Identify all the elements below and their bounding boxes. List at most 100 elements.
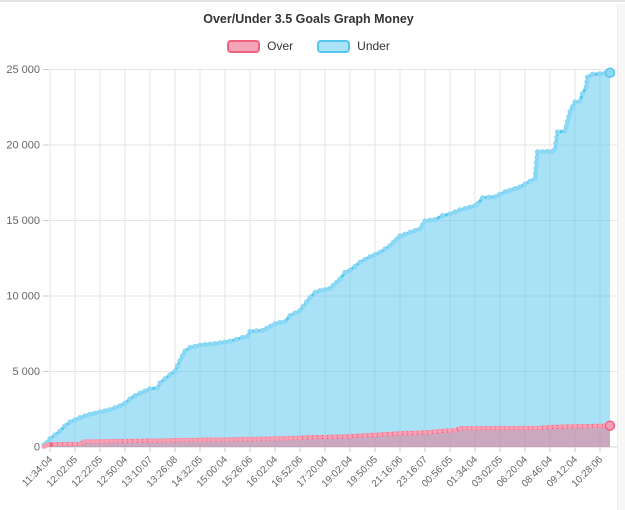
under-marker <box>62 423 68 429</box>
legend-item-over[interactable]: Over <box>227 39 293 53</box>
under-marker <box>292 310 298 316</box>
under-marker <box>142 388 148 394</box>
under-marker <box>439 213 446 219</box>
over-marker <box>104 438 109 444</box>
under-marker <box>268 323 274 329</box>
under-marker <box>92 410 98 416</box>
under-marker <box>47 436 53 442</box>
under-marker <box>187 344 193 351</box>
under-marker <box>572 99 578 105</box>
over-marker <box>567 424 573 429</box>
under-marker <box>347 267 353 273</box>
under-marker <box>282 319 288 325</box>
under-marker <box>427 217 433 223</box>
under-marker <box>462 205 468 212</box>
over-marker <box>45 442 50 448</box>
over-marker <box>127 438 133 444</box>
over-marker <box>537 425 543 431</box>
under-marker <box>552 146 558 152</box>
y-axis-label: 20 000 <box>6 140 40 152</box>
y-axis-label: 5 000 <box>12 366 40 378</box>
over-marker <box>397 431 403 436</box>
over-marker <box>417 430 423 436</box>
under-marker <box>553 140 559 147</box>
under-marker <box>307 294 313 301</box>
over-marker <box>147 438 153 444</box>
over-marker <box>322 434 328 440</box>
over-marker <box>552 424 558 430</box>
under-marker <box>492 194 498 200</box>
over-marker <box>274 436 280 441</box>
over-marker <box>317 434 323 440</box>
under-marker <box>532 170 539 176</box>
under-marker <box>122 400 128 406</box>
under-marker <box>479 195 486 201</box>
over-marker <box>427 429 433 435</box>
under-marker <box>567 109 573 115</box>
over-marker <box>117 438 123 444</box>
over-marker <box>392 431 398 437</box>
under-marker <box>534 149 541 155</box>
over-marker <box>422 430 428 435</box>
over-marker <box>243 436 248 442</box>
over-marker <box>99 438 105 444</box>
legend-item-under[interactable]: Under <box>317 39 390 53</box>
under-marker <box>162 376 168 382</box>
over-marker <box>442 428 448 434</box>
under-marker <box>527 178 533 184</box>
under-marker <box>233 336 239 342</box>
under-marker <box>583 84 589 90</box>
under-marker <box>564 118 571 124</box>
over-marker <box>528 425 533 431</box>
under-marker <box>402 231 408 237</box>
under-marker <box>247 328 253 335</box>
chart-title: Over/Under 3.5 Goals Graph Money <box>203 12 414 26</box>
over-marker <box>352 433 358 439</box>
under-marker <box>147 386 153 392</box>
over-marker <box>337 434 343 440</box>
under-marker <box>577 98 583 104</box>
under-marker <box>566 114 572 120</box>
over-marker <box>179 437 185 443</box>
under-marker <box>322 287 328 293</box>
under-marker <box>497 191 503 197</box>
under-marker <box>287 313 293 319</box>
under-marker <box>264 325 270 331</box>
over-marker <box>165 438 171 443</box>
legend-label-under: Under <box>357 39 390 53</box>
over-marker <box>265 436 271 442</box>
over-marker <box>457 426 463 431</box>
under-marker <box>112 405 118 411</box>
under-marker <box>117 403 123 409</box>
under-marker <box>377 249 383 255</box>
over-marker <box>367 432 373 438</box>
under-marker <box>87 411 93 417</box>
under-marker <box>217 340 223 346</box>
over-marker <box>377 432 383 437</box>
under-marker <box>342 269 348 275</box>
under-marker <box>502 189 508 195</box>
under-marker <box>412 228 418 234</box>
over-marker <box>142 438 148 444</box>
over-marker <box>557 424 563 430</box>
over-marker <box>90 439 96 444</box>
over-marker <box>362 433 368 438</box>
over-marker <box>432 429 438 434</box>
over-marker <box>471 425 477 431</box>
over-marker <box>52 441 58 447</box>
over-marker <box>582 423 588 429</box>
under-marker <box>304 299 310 305</box>
under-marker <box>507 187 513 193</box>
under-marker <box>517 184 523 190</box>
over-marker <box>327 434 333 440</box>
under-marker <box>467 204 473 210</box>
over-marker <box>518 425 524 431</box>
over-marker <box>284 435 289 441</box>
under-marker <box>533 165 539 171</box>
under-marker <box>154 385 161 391</box>
under-marker <box>357 259 363 265</box>
under-marker <box>562 128 568 134</box>
under-marker <box>253 328 259 334</box>
